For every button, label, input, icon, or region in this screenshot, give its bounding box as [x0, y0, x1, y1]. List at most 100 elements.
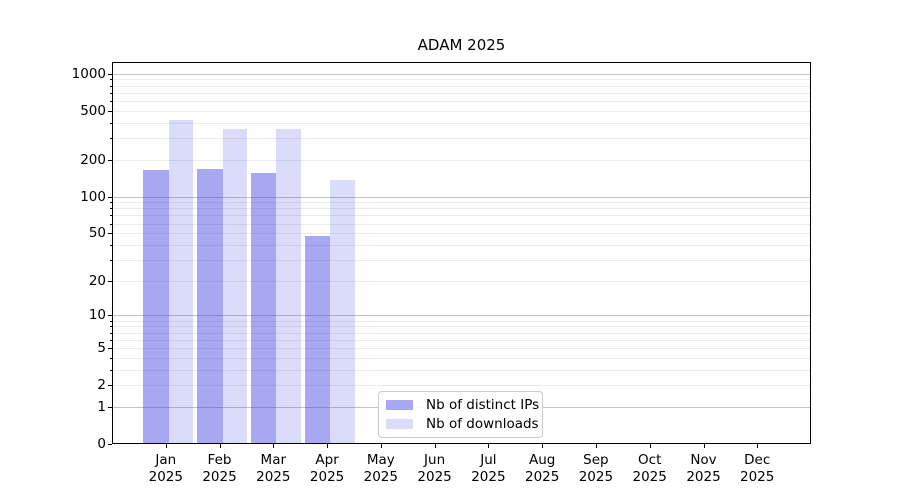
- x-tick-label: Mar 2025: [241, 452, 305, 486]
- y-minor-tick-mark: [110, 320, 112, 322]
- x-tick-label: Jun 2025: [403, 452, 467, 486]
- x-tick-year: 2025: [740, 469, 775, 485]
- x-tick-mark: [703, 444, 705, 448]
- x-tick-year: 2025: [632, 469, 667, 485]
- y-tick-label: 20: [88, 272, 106, 289]
- chart-title: ADAM 2025: [417, 36, 506, 54]
- legend-label-downloads: Nb of downloads: [426, 415, 539, 432]
- x-tick-year: 2025: [363, 469, 398, 485]
- x-tick-label: May 2025: [349, 452, 413, 486]
- y-tick-label: 0: [97, 436, 106, 452]
- bar-downloads: [330, 180, 355, 444]
- x-tick-mark: [434, 444, 436, 448]
- y-tick-label: 5: [97, 339, 106, 356]
- x-tick-mark: [757, 444, 759, 448]
- y-tick-label: 1000: [71, 65, 106, 82]
- minor-gridline: [112, 326, 811, 328]
- x-tick-month: Jul: [480, 452, 497, 468]
- minor-gridline: [112, 79, 811, 81]
- plot-area: Nb of distinct IPs Nb of downloads: [112, 62, 811, 444]
- x-tick-label: Aug 2025: [510, 452, 574, 486]
- minor-gridline: [112, 85, 811, 87]
- y-tick-label: 100: [80, 188, 106, 205]
- y-tick-mark: [108, 159, 112, 161]
- x-tick-month: Mar: [260, 452, 287, 468]
- x-tick-month: May: [366, 452, 395, 468]
- x-tick-mark: [542, 444, 544, 448]
- y-minor-tick-mark: [110, 223, 112, 225]
- minor-gridline: [112, 347, 811, 349]
- y-tick-label: 200: [80, 151, 106, 168]
- minor-gridline: [112, 100, 811, 102]
- minor-gridline: [112, 202, 811, 204]
- y-minor-tick-mark: [110, 100, 112, 102]
- x-tick-month: Jun: [424, 452, 446, 468]
- legend-item-downloads: Nb of downloads: [386, 415, 539, 434]
- x-tick-mark: [273, 444, 275, 448]
- y-minor-tick-mark: [110, 208, 112, 210]
- minor-gridline: [112, 223, 811, 225]
- x-tick-month: Aug: [529, 452, 556, 468]
- x-tick-month: Sep: [583, 452, 609, 468]
- x-tick-month: Feb: [207, 452, 232, 468]
- x-tick-label: Apr 2025: [295, 452, 359, 486]
- y-tick-mark: [108, 280, 112, 282]
- major-gridline: [112, 315, 811, 317]
- minor-gridline: [112, 369, 811, 371]
- y-tick-label: 1: [97, 398, 106, 415]
- minor-gridline: [112, 320, 811, 322]
- x-tick-year: 2025: [417, 469, 452, 485]
- x-tick-mark: [380, 444, 382, 448]
- y-tick-label: 10: [88, 307, 106, 324]
- legend-item-distinct-ips: Nb of distinct IPs: [386, 396, 539, 415]
- x-tick-mark: [649, 444, 651, 448]
- x-tick-year: 2025: [686, 469, 721, 485]
- y-tick-mark: [108, 110, 112, 112]
- x-tick-mark: [165, 444, 167, 448]
- y-minor-tick-mark: [110, 369, 112, 371]
- y-minor-tick-mark: [110, 339, 112, 341]
- minor-gridline: [112, 385, 811, 387]
- minor-gridline: [112, 244, 811, 246]
- x-tick-year: 2025: [256, 469, 291, 485]
- y-minor-tick-mark: [110, 215, 112, 217]
- minor-gridline: [112, 233, 811, 235]
- minor-gridline: [112, 110, 811, 112]
- minor-gridline: [112, 357, 811, 359]
- y-minor-tick-mark: [110, 259, 112, 261]
- minor-gridline: [112, 332, 811, 334]
- y-minor-tick-mark: [110, 332, 112, 334]
- minor-gridline: [112, 259, 811, 261]
- legend: Nb of distinct IPs Nb of downloads: [378, 391, 543, 438]
- bar-downloads: [276, 129, 301, 444]
- bar-distinct-ips: [250, 172, 277, 444]
- y-tick-label: 50: [88, 225, 106, 242]
- y-minor-tick-mark: [110, 138, 112, 139]
- x-tick-mark: [488, 444, 490, 448]
- major-gridline: [112, 196, 811, 198]
- y-tick-mark: [108, 444, 112, 445]
- x-tick-month: Jan: [155, 452, 177, 468]
- x-tick-label: Dec 2025: [725, 452, 789, 486]
- minor-gridline: [112, 122, 811, 124]
- y-minor-tick-mark: [110, 357, 112, 359]
- x-tick-year: 2025: [202, 469, 237, 485]
- y-tick-mark: [108, 315, 112, 317]
- y-tick-mark: [108, 347, 112, 349]
- x-tick-label: Feb 2025: [188, 452, 252, 486]
- y-tick-mark: [108, 196, 112, 198]
- major-gridline: [112, 73, 811, 75]
- x-tick-label: Sep 2025: [564, 452, 628, 486]
- x-tick-mark: [219, 444, 221, 448]
- minor-gridline: [112, 215, 811, 217]
- minor-gridline: [112, 208, 811, 210]
- x-tick-year: 2025: [525, 469, 560, 485]
- x-tick-mark: [327, 444, 329, 448]
- y-minor-tick-mark: [110, 244, 112, 246]
- x-tick-year: 2025: [578, 469, 614, 485]
- legend-label-distinct-ips: Nb of distinct IPs: [426, 397, 540, 414]
- minor-gridline: [112, 159, 811, 161]
- x-tick-year: 2025: [471, 469, 506, 485]
- y-tick-label: 2: [97, 377, 106, 394]
- x-tick-label: Nov 2025: [672, 452, 736, 486]
